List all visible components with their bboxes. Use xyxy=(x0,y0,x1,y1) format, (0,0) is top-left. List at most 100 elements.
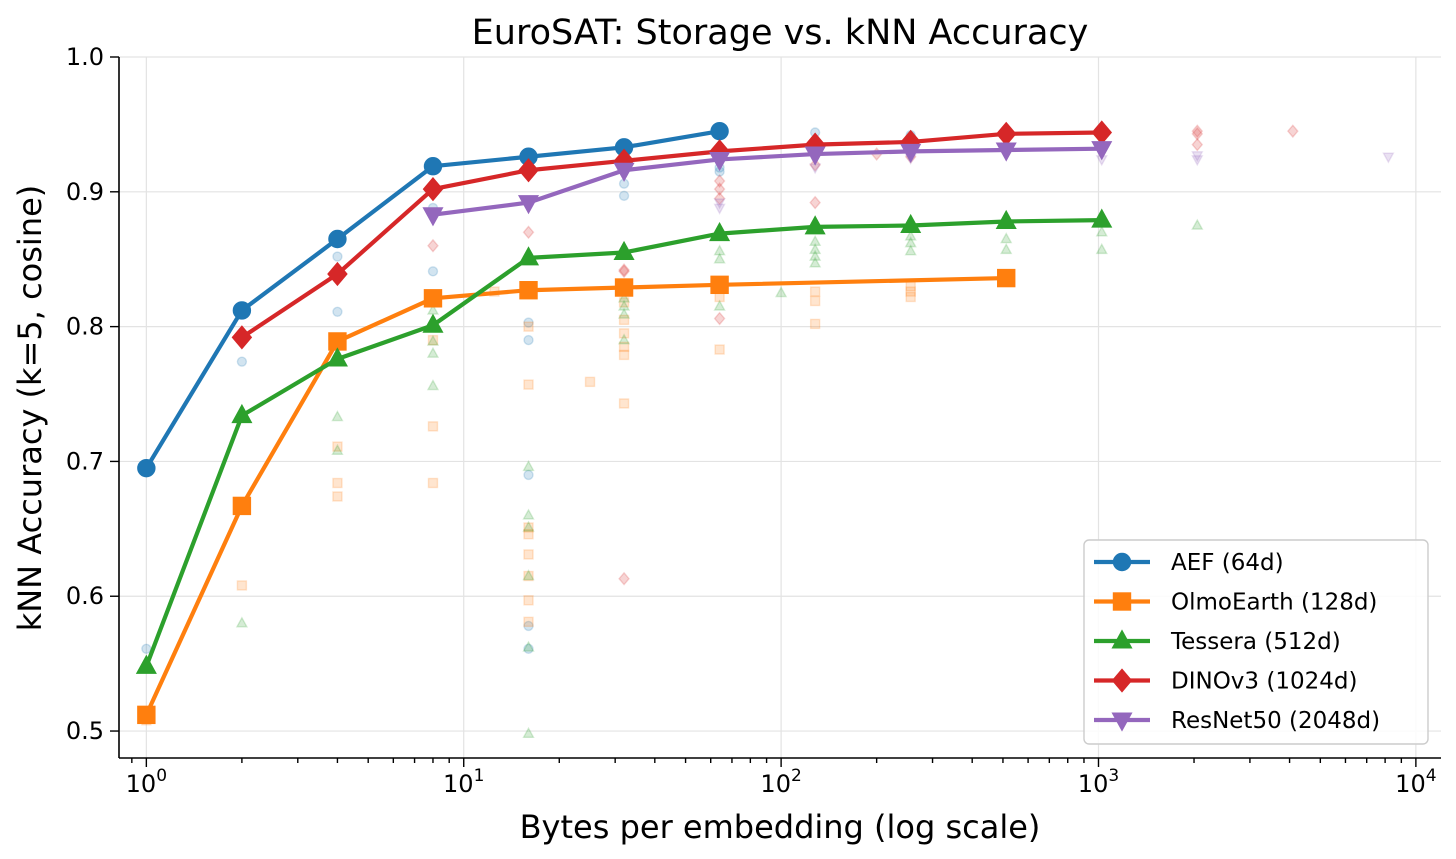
background-point xyxy=(617,307,631,319)
background-point xyxy=(523,334,534,346)
legend-label: DINOv3 (1024d) xyxy=(1171,669,1357,695)
data-point xyxy=(614,278,634,297)
data-point xyxy=(231,403,253,424)
background-point xyxy=(1000,242,1013,255)
data-point xyxy=(232,496,252,516)
data-point xyxy=(518,158,539,183)
background-point xyxy=(809,249,822,261)
background-point xyxy=(809,195,822,210)
data-point xyxy=(422,176,444,202)
background-point xyxy=(426,346,440,358)
x-tick-label: 102 xyxy=(760,766,801,798)
background-point xyxy=(522,569,535,581)
background-point xyxy=(618,314,630,326)
x-axis-label: Bytes per embedding (log scale) xyxy=(520,808,1041,846)
background-point xyxy=(617,333,631,345)
background-point xyxy=(523,549,534,560)
background-point xyxy=(1191,126,1204,141)
background-point xyxy=(809,295,821,307)
legend: AEF (64d) OlmoEarth (128d) Tessera (512d) D… xyxy=(1083,539,1429,745)
data-point xyxy=(1091,120,1113,145)
data-point xyxy=(231,325,253,350)
background-points xyxy=(141,124,1395,739)
series-line xyxy=(432,146,1102,217)
series-line xyxy=(144,275,1007,716)
data-point xyxy=(327,261,348,287)
background-point xyxy=(332,491,343,502)
background-point xyxy=(713,244,726,256)
data-point xyxy=(135,654,157,674)
background-point xyxy=(427,266,439,277)
background-point xyxy=(809,256,822,268)
legend-item: Tessera (512d) xyxy=(1094,629,1341,655)
background-point xyxy=(1095,225,1108,237)
background-point xyxy=(522,726,535,739)
series-group xyxy=(135,208,1113,674)
background-point xyxy=(617,291,631,303)
x-tick-label: 101 xyxy=(443,766,484,798)
background-point xyxy=(1000,232,1013,244)
background-point xyxy=(427,421,439,432)
background-point xyxy=(523,616,534,628)
background-point xyxy=(809,242,822,255)
background-point xyxy=(523,317,534,328)
y-tick-label: 1.0 xyxy=(66,43,104,71)
y-tick-label: 0.8 xyxy=(66,313,104,341)
legend-item: AEF (64d) xyxy=(1094,550,1284,576)
y-tick-label: 0.7 xyxy=(66,447,104,475)
data-point xyxy=(423,289,443,308)
background-point xyxy=(522,640,535,652)
background-point xyxy=(618,297,630,308)
grid-lines xyxy=(119,56,1441,758)
background-point xyxy=(809,318,821,330)
data-point xyxy=(995,142,1017,162)
background-point xyxy=(141,643,152,655)
background-point xyxy=(618,263,630,277)
background-point xyxy=(1191,137,1204,152)
background-point xyxy=(523,643,534,655)
background-point xyxy=(1191,124,1204,139)
background-point xyxy=(1382,152,1395,164)
data-point xyxy=(423,156,443,176)
background-point xyxy=(714,344,725,355)
background-point xyxy=(713,198,726,210)
background-point xyxy=(523,522,534,533)
data-point xyxy=(517,246,540,266)
background-point xyxy=(523,620,534,632)
background-point xyxy=(522,225,535,240)
background-point xyxy=(523,469,534,481)
background-point xyxy=(904,236,917,248)
data-point xyxy=(995,121,1017,146)
background-point xyxy=(713,174,726,188)
background-point xyxy=(332,441,343,452)
data-point xyxy=(997,268,1016,288)
background-point xyxy=(427,334,439,346)
data-point xyxy=(613,240,635,260)
background-point xyxy=(331,410,344,422)
background-point xyxy=(522,508,535,520)
data-point xyxy=(804,146,826,166)
background-point xyxy=(426,379,440,391)
background-point xyxy=(332,251,343,262)
data-point xyxy=(232,301,252,320)
background-point xyxy=(904,244,917,256)
background-point xyxy=(904,229,917,241)
data-point xyxy=(137,458,156,478)
legend-box xyxy=(1083,539,1429,745)
legend-marker xyxy=(1111,712,1133,732)
series-group xyxy=(231,120,1113,350)
y-tick-label: 0.6 xyxy=(66,582,104,610)
x-tick-label: 104 xyxy=(1395,766,1436,798)
legend-marker xyxy=(1111,629,1133,649)
data-point xyxy=(1091,141,1113,161)
background-point xyxy=(618,264,630,279)
background-point xyxy=(809,286,821,297)
background-point xyxy=(523,379,534,390)
background-point xyxy=(774,286,788,298)
data-point xyxy=(422,207,444,227)
data-point xyxy=(613,162,635,182)
background-point xyxy=(905,286,916,297)
data-point xyxy=(995,209,1017,229)
background-point xyxy=(523,595,534,606)
